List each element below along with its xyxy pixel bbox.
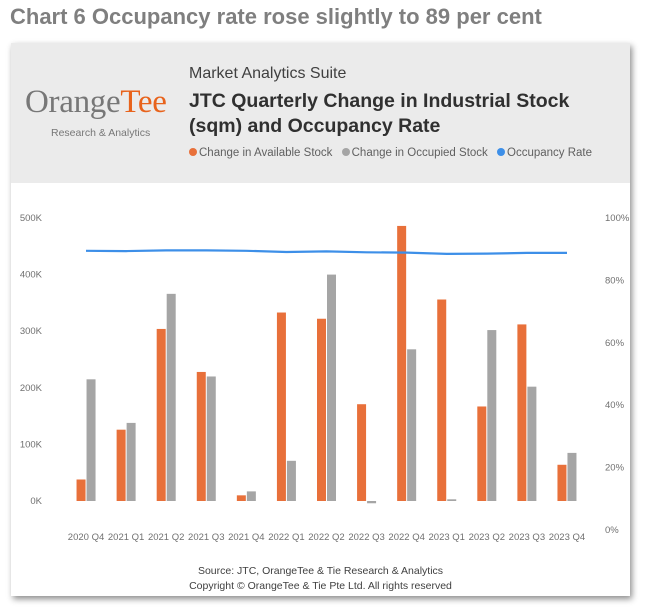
legend-swatch-occupancy	[497, 148, 505, 156]
bar-occupied-stock	[527, 386, 537, 501]
x-tick-label: 2022 Q3	[348, 532, 384, 543]
suite-name: Market Analytics Suite	[189, 65, 347, 82]
bar-occupied-stock	[286, 460, 296, 501]
bar-occupied-stock	[86, 379, 96, 501]
y-left-tick-label: 300K	[20, 326, 43, 337]
y-right-tick-label: 0%	[605, 525, 619, 536]
x-tick-label: 2020 Q4	[68, 532, 104, 543]
bar-occupied-stock	[487, 330, 497, 501]
bar-occupied-stock	[567, 452, 577, 501]
y-left-tick-label: 400K	[20, 270, 43, 281]
occupancy-rate-line	[85, 249, 567, 255]
bar-available-stock	[517, 324, 527, 501]
y-left-tick-label: 0K	[30, 496, 42, 507]
bar-available-stock	[357, 404, 367, 501]
y-right-tick-label: 100%	[605, 213, 630, 224]
bar-occupied-stock	[246, 491, 256, 501]
x-tick-label: 2021 Q4	[228, 532, 264, 543]
chart-header: OrangeTee Research & Analytics Market An…	[11, 43, 630, 183]
y-left-tick-label: 200K	[20, 383, 43, 394]
legend-swatch-available	[189, 148, 197, 156]
source-note: Source: JTC, OrangeTee & Tie Research & …	[197, 565, 444, 577]
x-tick-label: 2023 Q3	[509, 532, 545, 543]
x-tick-label: 2023 Q2	[469, 532, 505, 543]
x-tick-label: 2021 Q1	[108, 532, 144, 543]
bar-occupied-stock	[327, 274, 336, 501]
y-left-tick-label: 500K	[20, 213, 43, 224]
x-tick-label: 2021 Q3	[188, 532, 224, 543]
orangetee-logo: OrangeTee	[25, 84, 167, 121]
bar-occupied-stock	[407, 349, 417, 501]
y-right-tick-label: 60%	[605, 338, 625, 349]
y-right-tick-label: 80%	[605, 275, 625, 286]
logo-text-accent: Tee	[120, 84, 167, 120]
bar-available-stock	[557, 464, 567, 501]
bar-occupied-stock	[367, 501, 377, 504]
chart-card: OrangeTee Research & Analytics Market An…	[11, 43, 630, 596]
legend-item-available: Change in Available Stock	[189, 147, 332, 159]
bar-available-stock	[397, 225, 407, 501]
bar-occupied-stock	[166, 293, 176, 501]
logo-subtitle: Research & Analytics	[51, 127, 151, 139]
bar-occupied-stock	[126, 422, 136, 501]
x-tick-label: 2022 Q2	[308, 532, 344, 543]
bar-available-stock	[196, 371, 206, 501]
bar-available-stock	[477, 406, 487, 501]
bar-available-stock	[437, 299, 447, 501]
bar-available-stock	[276, 312, 286, 501]
legend-label-occupancy: Occupancy Rate	[507, 147, 593, 159]
bar-available-stock	[236, 495, 246, 501]
bar-available-stock	[156, 328, 166, 501]
bar-available-stock	[116, 429, 126, 501]
legend-swatch-occupied	[341, 148, 350, 156]
page-heading: Chart 6 Occupancy rate rose slightly to …	[10, 4, 542, 29]
bar-occupied-stock	[447, 499, 457, 501]
legend-label-occupied: Change in Occupied Stock	[351, 147, 488, 159]
chart-legend: Change in Available Stock Change in Occu…	[189, 147, 598, 159]
y-right-tick-label: 40%	[605, 400, 625, 411]
x-tick-label: 2022 Q4	[388, 532, 424, 543]
legend-item-occupancy: Occupancy Rate	[497, 147, 592, 159]
chart-plot: 0K 100K 200K 300K 400K 500K 0% 20% 40% 60% 80% 100%…	[20, 213, 630, 543]
legend-label-available: Change in Available Stock	[199, 147, 333, 159]
x-tick-label: 2022 Q1	[268, 532, 304, 543]
x-tick-label: 2021 Q2	[148, 532, 184, 543]
x-tick-label: 2023 Q1	[429, 532, 465, 543]
chart-title: JTC Quarterly Change in Industrial Stock…	[189, 90, 570, 137]
y-left-tick-label: 100K	[20, 439, 43, 450]
bar-available-stock	[317, 318, 326, 501]
copyright-note: Copyright © OrangeTee & Tie Pte Ltd. All…	[189, 580, 452, 592]
bar-available-stock	[76, 479, 86, 501]
y-right-tick-label: 20%	[605, 463, 625, 474]
logo-text-main: Orange	[25, 84, 121, 120]
x-tick-label: 2023 Q4	[549, 532, 585, 543]
bar-occupied-stock	[206, 376, 216, 501]
legend-item-occupied: Change in Occupied Stock	[341, 147, 488, 159]
